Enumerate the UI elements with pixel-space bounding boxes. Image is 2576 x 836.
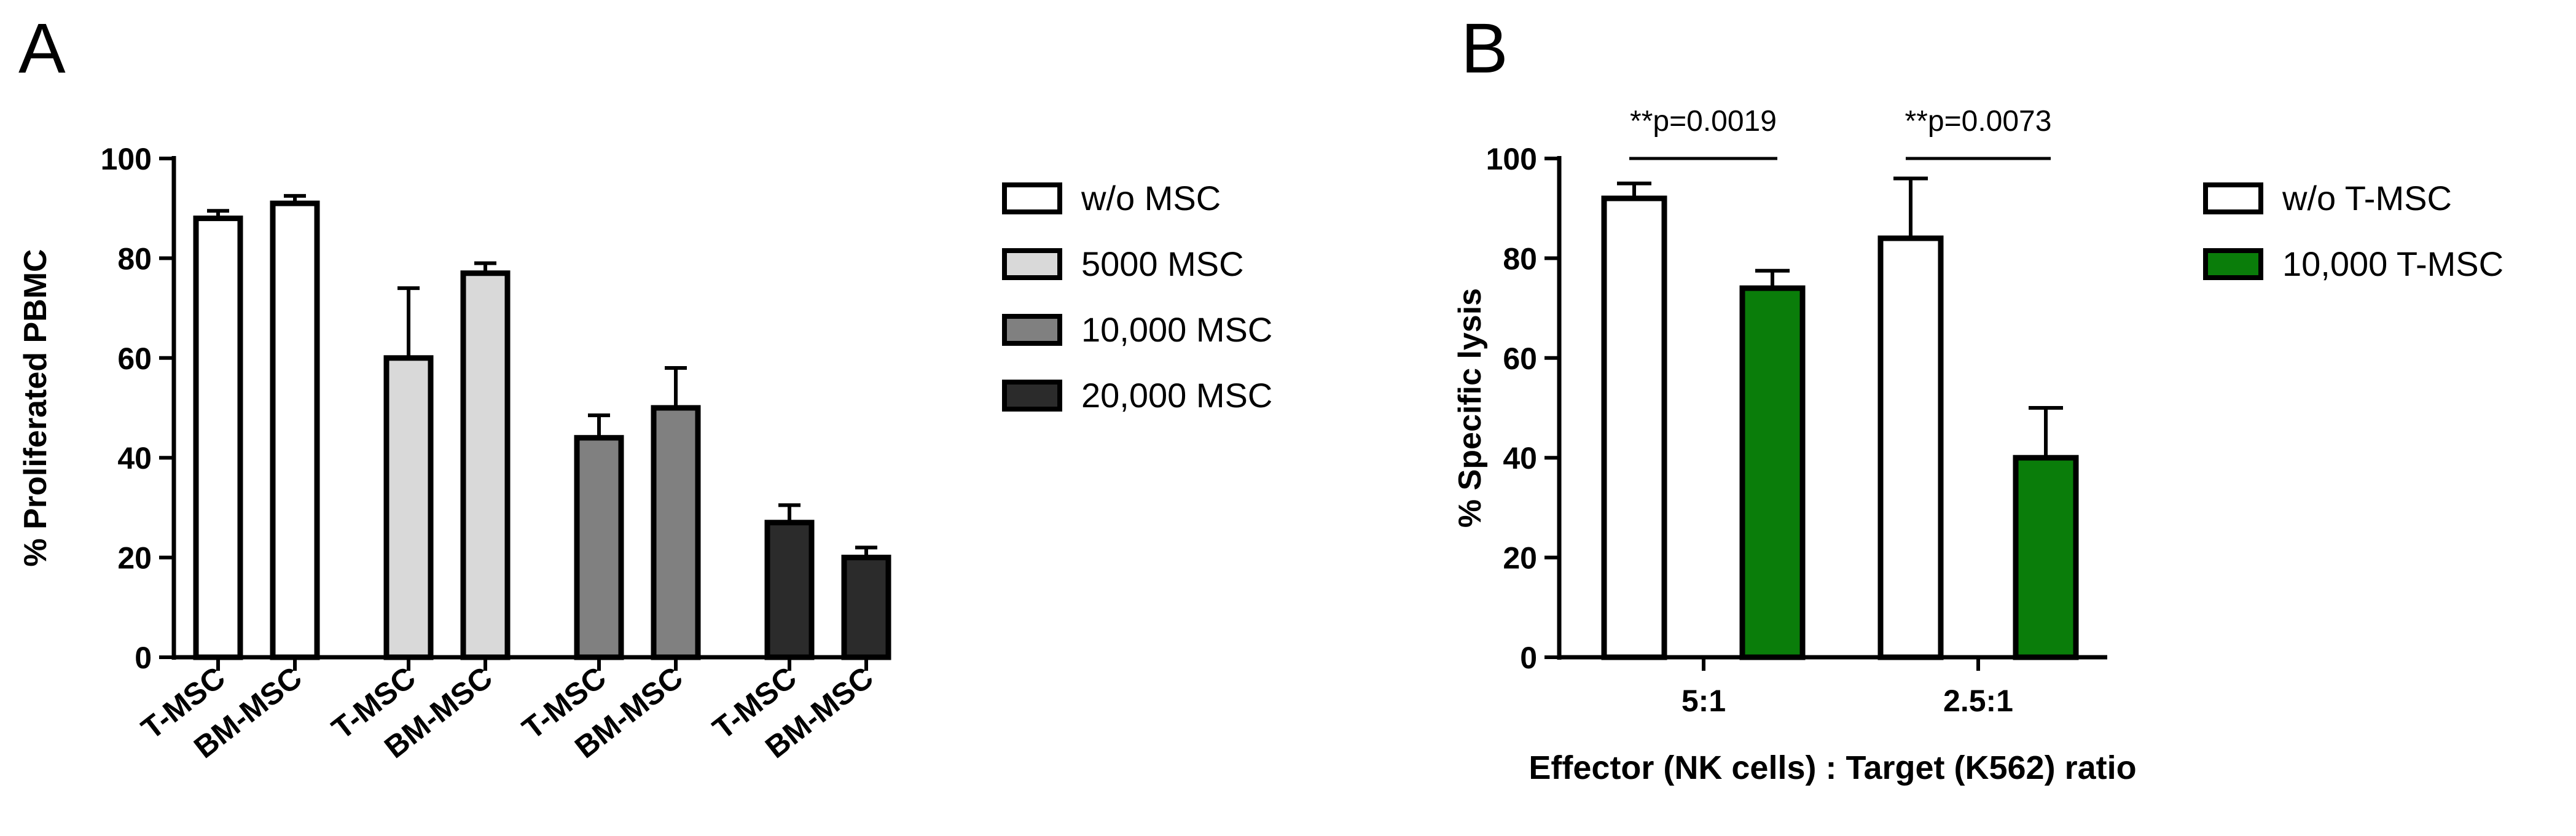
bar (193, 215, 243, 660)
legend-swatch (1002, 182, 1062, 214)
x-tick-label: 2.5:1 (1943, 684, 2013, 718)
legend-label: 20,000 MSC (1081, 376, 1272, 415)
bar (1601, 195, 1667, 660)
x-tick-label: 5:1 (1681, 684, 1726, 718)
y-tick-label: 100 (1486, 142, 1537, 176)
significance-label: **p=0.0019 (1630, 105, 1777, 138)
y-axis-label: % Proliferated PBMC (18, 249, 53, 566)
legend-label: 10,000 MSC (1081, 310, 1272, 349)
panel-letter-b: B (1461, 9, 1508, 88)
y-axis-label: % Specific lysis (1452, 288, 1488, 528)
y-tick-label: 60 (1503, 342, 1537, 376)
panel-letter-a: A (18, 9, 66, 88)
y-tick-label: 40 (117, 441, 152, 475)
legend-swatch (1002, 380, 1062, 412)
bar (270, 200, 320, 660)
legend-label: w/o MSC (1081, 179, 1221, 217)
y-tick-label: 80 (1503, 241, 1537, 276)
legend-label: 10,000 T-MSC (2282, 244, 2504, 283)
x-axis-label: Effector (NK cells) : Target (K562) rati… (1529, 749, 2136, 786)
y-tick-label: 40 (1503, 441, 1537, 475)
y-tick-label: 60 (117, 342, 152, 376)
bar (651, 405, 701, 660)
bar (460, 270, 511, 660)
y-tick-label: 0 (135, 641, 152, 675)
legend-label: w/o T-MSC (2282, 179, 2452, 217)
y-tick-label: 80 (117, 241, 152, 276)
legend-label: 5000 MSC (1081, 244, 1244, 283)
bar (841, 555, 891, 660)
y-tick-label: 20 (117, 541, 152, 576)
y-tick-label: 0 (1520, 641, 1537, 675)
bar (383, 355, 434, 660)
y-tick-label: 100 (101, 142, 152, 176)
bar (764, 520, 815, 660)
legend-swatch (2203, 182, 2263, 214)
bar (574, 435, 624, 660)
legend-swatch (1002, 314, 1062, 346)
y-tick-label: 20 (1503, 541, 1537, 576)
bar (1877, 235, 1944, 660)
panel-b-chart: 5:1 **p=0.0019 2.5:1 **p=0.0073 0 20 40 60 80 100… (1452, 105, 2504, 786)
bar (2013, 455, 2079, 660)
legend-swatch (1002, 248, 1062, 280)
significance-label: **p=0.0073 (1905, 105, 2052, 138)
legend-swatch (2203, 248, 2263, 280)
bar (1739, 285, 1806, 660)
